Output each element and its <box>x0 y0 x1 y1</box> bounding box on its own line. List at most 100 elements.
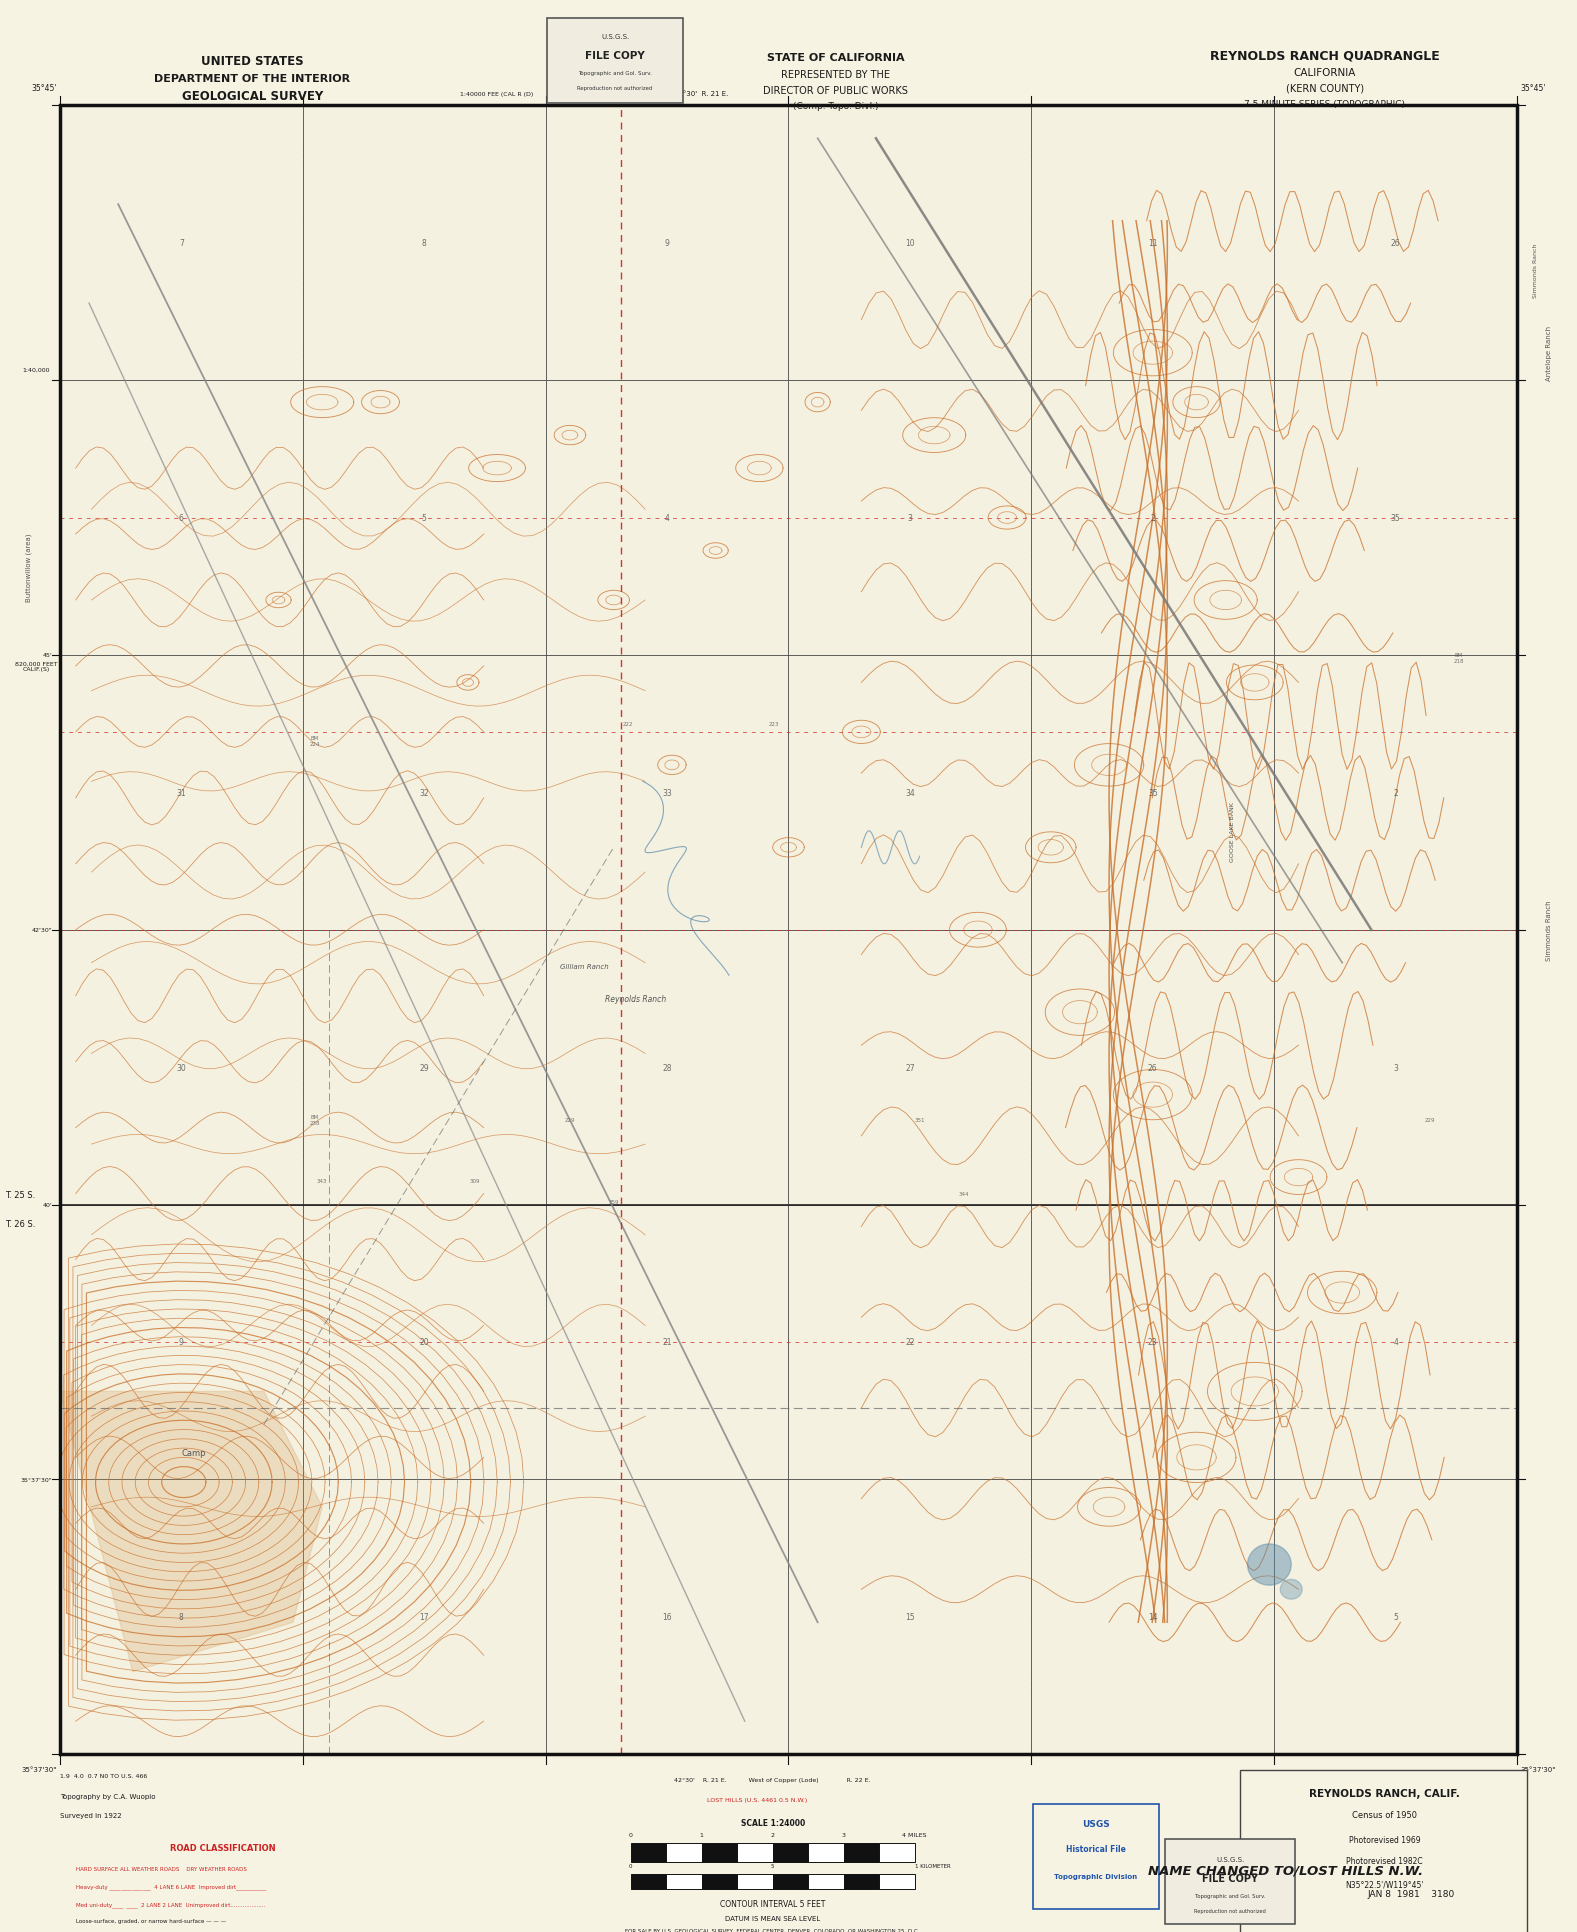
Bar <box>60 106 1517 1754</box>
Text: 21: 21 <box>662 1337 672 1347</box>
Text: (KERN COUNTY): (KERN COUNTY) <box>1285 83 1364 95</box>
Text: 10: 10 <box>905 240 915 247</box>
Text: BM
238: BM 238 <box>309 1115 320 1124</box>
Text: 35°37'30": 35°37'30" <box>22 1766 57 1772</box>
Bar <box>738 1874 773 1889</box>
Text: 7.5 MINUTE SERIES (TOPOGRAPHIC): 7.5 MINUTE SERIES (TOPOGRAPHIC) <box>1244 100 1405 108</box>
Polygon shape <box>60 1391 322 1671</box>
Text: REPRESENTED BY THE: REPRESENTED BY THE <box>781 70 891 81</box>
Text: 359: 359 <box>609 1200 618 1206</box>
Ellipse shape <box>1247 1544 1292 1586</box>
Text: 35: 35 <box>1391 514 1400 524</box>
Text: Camp: Camp <box>181 1449 207 1457</box>
Text: FILE COPY: FILE COPY <box>585 50 645 62</box>
Bar <box>844 1843 878 1862</box>
Text: U.S.G.S.: U.S.G.S. <box>1216 1855 1244 1862</box>
Text: 11: 11 <box>1148 240 1158 247</box>
Text: 22: 22 <box>905 1337 915 1347</box>
Bar <box>667 1874 702 1889</box>
Text: SCALE 1:24000: SCALE 1:24000 <box>741 1818 804 1828</box>
Text: 344: 344 <box>959 1192 968 1196</box>
Text: N35°22.5'/W119°45': N35°22.5'/W119°45' <box>1345 1880 1424 1888</box>
Ellipse shape <box>1281 1580 1303 1600</box>
Text: UNITED STATES: UNITED STATES <box>200 56 304 68</box>
Text: REYNOLDS RANCH QUADRANGLE: REYNOLDS RANCH QUADRANGLE <box>1210 50 1440 62</box>
Text: 35°37'30": 35°37'30" <box>1520 1766 1555 1772</box>
Text: 29: 29 <box>419 1063 429 1072</box>
Text: 0: 0 <box>629 1832 632 1837</box>
FancyBboxPatch shape <box>1165 1839 1295 1924</box>
Text: 9: 9 <box>664 240 670 247</box>
Text: Reynolds Ranch: Reynolds Ranch <box>606 995 665 1005</box>
Text: Topographic and Gol. Surv.: Topographic and Gol. Surv. <box>1195 1893 1265 1897</box>
Text: 1:40,000: 1:40,000 <box>22 367 50 373</box>
Text: 17: 17 <box>419 1613 429 1621</box>
Text: Census of 1950: Census of 1950 <box>1351 1810 1418 1818</box>
Text: BM
224: BM 224 <box>309 736 320 746</box>
Text: FOR SALE BY U.S. GEOLOGICAL SURVEY, FEDERAL CENTER, DENVER, COLORADO, OR WASHING: FOR SALE BY U.S. GEOLOGICAL SURVEY, FEDE… <box>626 1928 919 1932</box>
Text: Photorevised 1982C: Photorevised 1982C <box>1347 1857 1422 1864</box>
Text: 4 MILES: 4 MILES <box>902 1832 927 1837</box>
Text: BM
218: BM 218 <box>1454 653 1463 665</box>
Text: Topographic Division: Topographic Division <box>1055 1872 1137 1880</box>
Text: 23: 23 <box>1148 1337 1158 1347</box>
Text: DEPARTMENT OF THE INTERIOR: DEPARTMENT OF THE INTERIOR <box>155 73 350 85</box>
Text: 1 KILOMETER: 1 KILOMETER <box>915 1862 951 1868</box>
Text: 35°37'30": 35°37'30" <box>21 1478 52 1482</box>
Text: 4: 4 <box>664 514 670 524</box>
Text: 5: 5 <box>771 1862 774 1868</box>
Text: DATUM IS MEAN SEA LEVEL: DATUM IS MEAN SEA LEVEL <box>725 1915 820 1920</box>
Text: FILE COPY: FILE COPY <box>1202 1872 1258 1884</box>
FancyBboxPatch shape <box>547 19 683 104</box>
Text: CONTOUR INTERVAL 5 FEET: CONTOUR INTERVAL 5 FEET <box>721 1899 825 1909</box>
FancyBboxPatch shape <box>1240 1770 1527 1932</box>
Text: 2: 2 <box>1392 788 1399 798</box>
Text: Topography by C.A. Wuopio: Topography by C.A. Wuopio <box>60 1793 156 1799</box>
Text: GEOLOGICAL SURVEY: GEOLOGICAL SURVEY <box>181 91 323 102</box>
Bar <box>844 1874 878 1889</box>
Text: 351: 351 <box>915 1117 924 1122</box>
Text: Surveyed in 1922: Surveyed in 1922 <box>60 1812 121 1818</box>
Text: STATE OF CALIFORNIA: STATE OF CALIFORNIA <box>766 52 905 64</box>
Text: Heavy-duty _______________  4 LANE 6 LANE  Improved dirt___________: Heavy-duty _______________ 4 LANE 6 LANE… <box>76 1884 267 1889</box>
Text: 42'30": 42'30" <box>32 927 52 933</box>
Text: REYNOLDS RANCH, CALIF.: REYNOLDS RANCH, CALIF. <box>1309 1787 1460 1799</box>
Text: CALIFORNIA: CALIFORNIA <box>1293 68 1356 79</box>
Text: Reproduction not authorized: Reproduction not authorized <box>577 87 653 91</box>
Text: 30: 30 <box>177 1063 186 1072</box>
Text: Reproduction not authorized: Reproduction not authorized <box>1194 1909 1266 1913</box>
Text: T. 26 S.: T. 26 S. <box>5 1219 36 1229</box>
Text: NAME CHANGED TO/LOST HILLS N.W.: NAME CHANGED TO/LOST HILLS N.W. <box>1148 1864 1422 1876</box>
Text: Photorevised 1969: Photorevised 1969 <box>1348 1835 1421 1843</box>
Text: 45': 45' <box>43 653 52 659</box>
Text: 2: 2 <box>1150 514 1156 524</box>
Text: 28: 28 <box>662 1063 672 1072</box>
Text: Med uni-duty____  ____  2 LANE 2 LANE  Unimproved dirt....................: Med uni-duty____ ____ 2 LANE 2 LANE Unim… <box>76 1901 265 1907</box>
Text: Topographic and Gol. Surv.: Topographic and Gol. Surv. <box>579 71 651 75</box>
Text: 3: 3 <box>1392 1063 1399 1072</box>
Text: 42°30'    R. 21 E.           West of Copper (Lode)              R. 22 E.: 42°30' R. 21 E. West of Copper (Lode) R.… <box>675 1777 871 1783</box>
Text: 26: 26 <box>1391 240 1400 247</box>
Text: 8: 8 <box>178 1613 185 1621</box>
Text: 2: 2 <box>771 1832 774 1837</box>
Text: HARD SURFACE ALL WEATHER ROADS    DRY WEATHER ROADS: HARD SURFACE ALL WEATHER ROADS DRY WEATH… <box>76 1866 246 1872</box>
Bar <box>807 1874 844 1889</box>
Text: 31: 31 <box>177 788 186 798</box>
Text: 229: 229 <box>1424 1117 1435 1122</box>
Text: 3: 3 <box>842 1832 845 1837</box>
Text: 1:40000 FEE (CAL R (D): 1:40000 FEE (CAL R (D) <box>460 91 533 97</box>
Bar <box>773 1843 807 1862</box>
Text: T. 25 S.: T. 25 S. <box>5 1190 36 1200</box>
Text: Antelope Ranch: Antelope Ranch <box>1545 327 1552 381</box>
Text: Simmonds Ranch: Simmonds Ranch <box>1533 243 1539 298</box>
Text: 7: 7 <box>178 240 185 247</box>
Text: ROAD CLASSIFICATION: ROAD CLASSIFICATION <box>170 1843 274 1853</box>
Text: 1.9  4.0  0.7 N0 TO U.S. 466: 1.9 4.0 0.7 N0 TO U.S. 466 <box>60 1774 147 1779</box>
Bar <box>807 1843 844 1862</box>
FancyBboxPatch shape <box>1033 1804 1159 1909</box>
Text: 820,000 FEET
CALIF.(S): 820,000 FEET CALIF.(S) <box>14 661 58 672</box>
Text: 35°45': 35°45' <box>32 83 57 93</box>
Text: 0: 0 <box>629 1862 632 1868</box>
Text: 14: 14 <box>1148 1613 1158 1621</box>
Text: 40': 40' <box>43 1202 52 1208</box>
